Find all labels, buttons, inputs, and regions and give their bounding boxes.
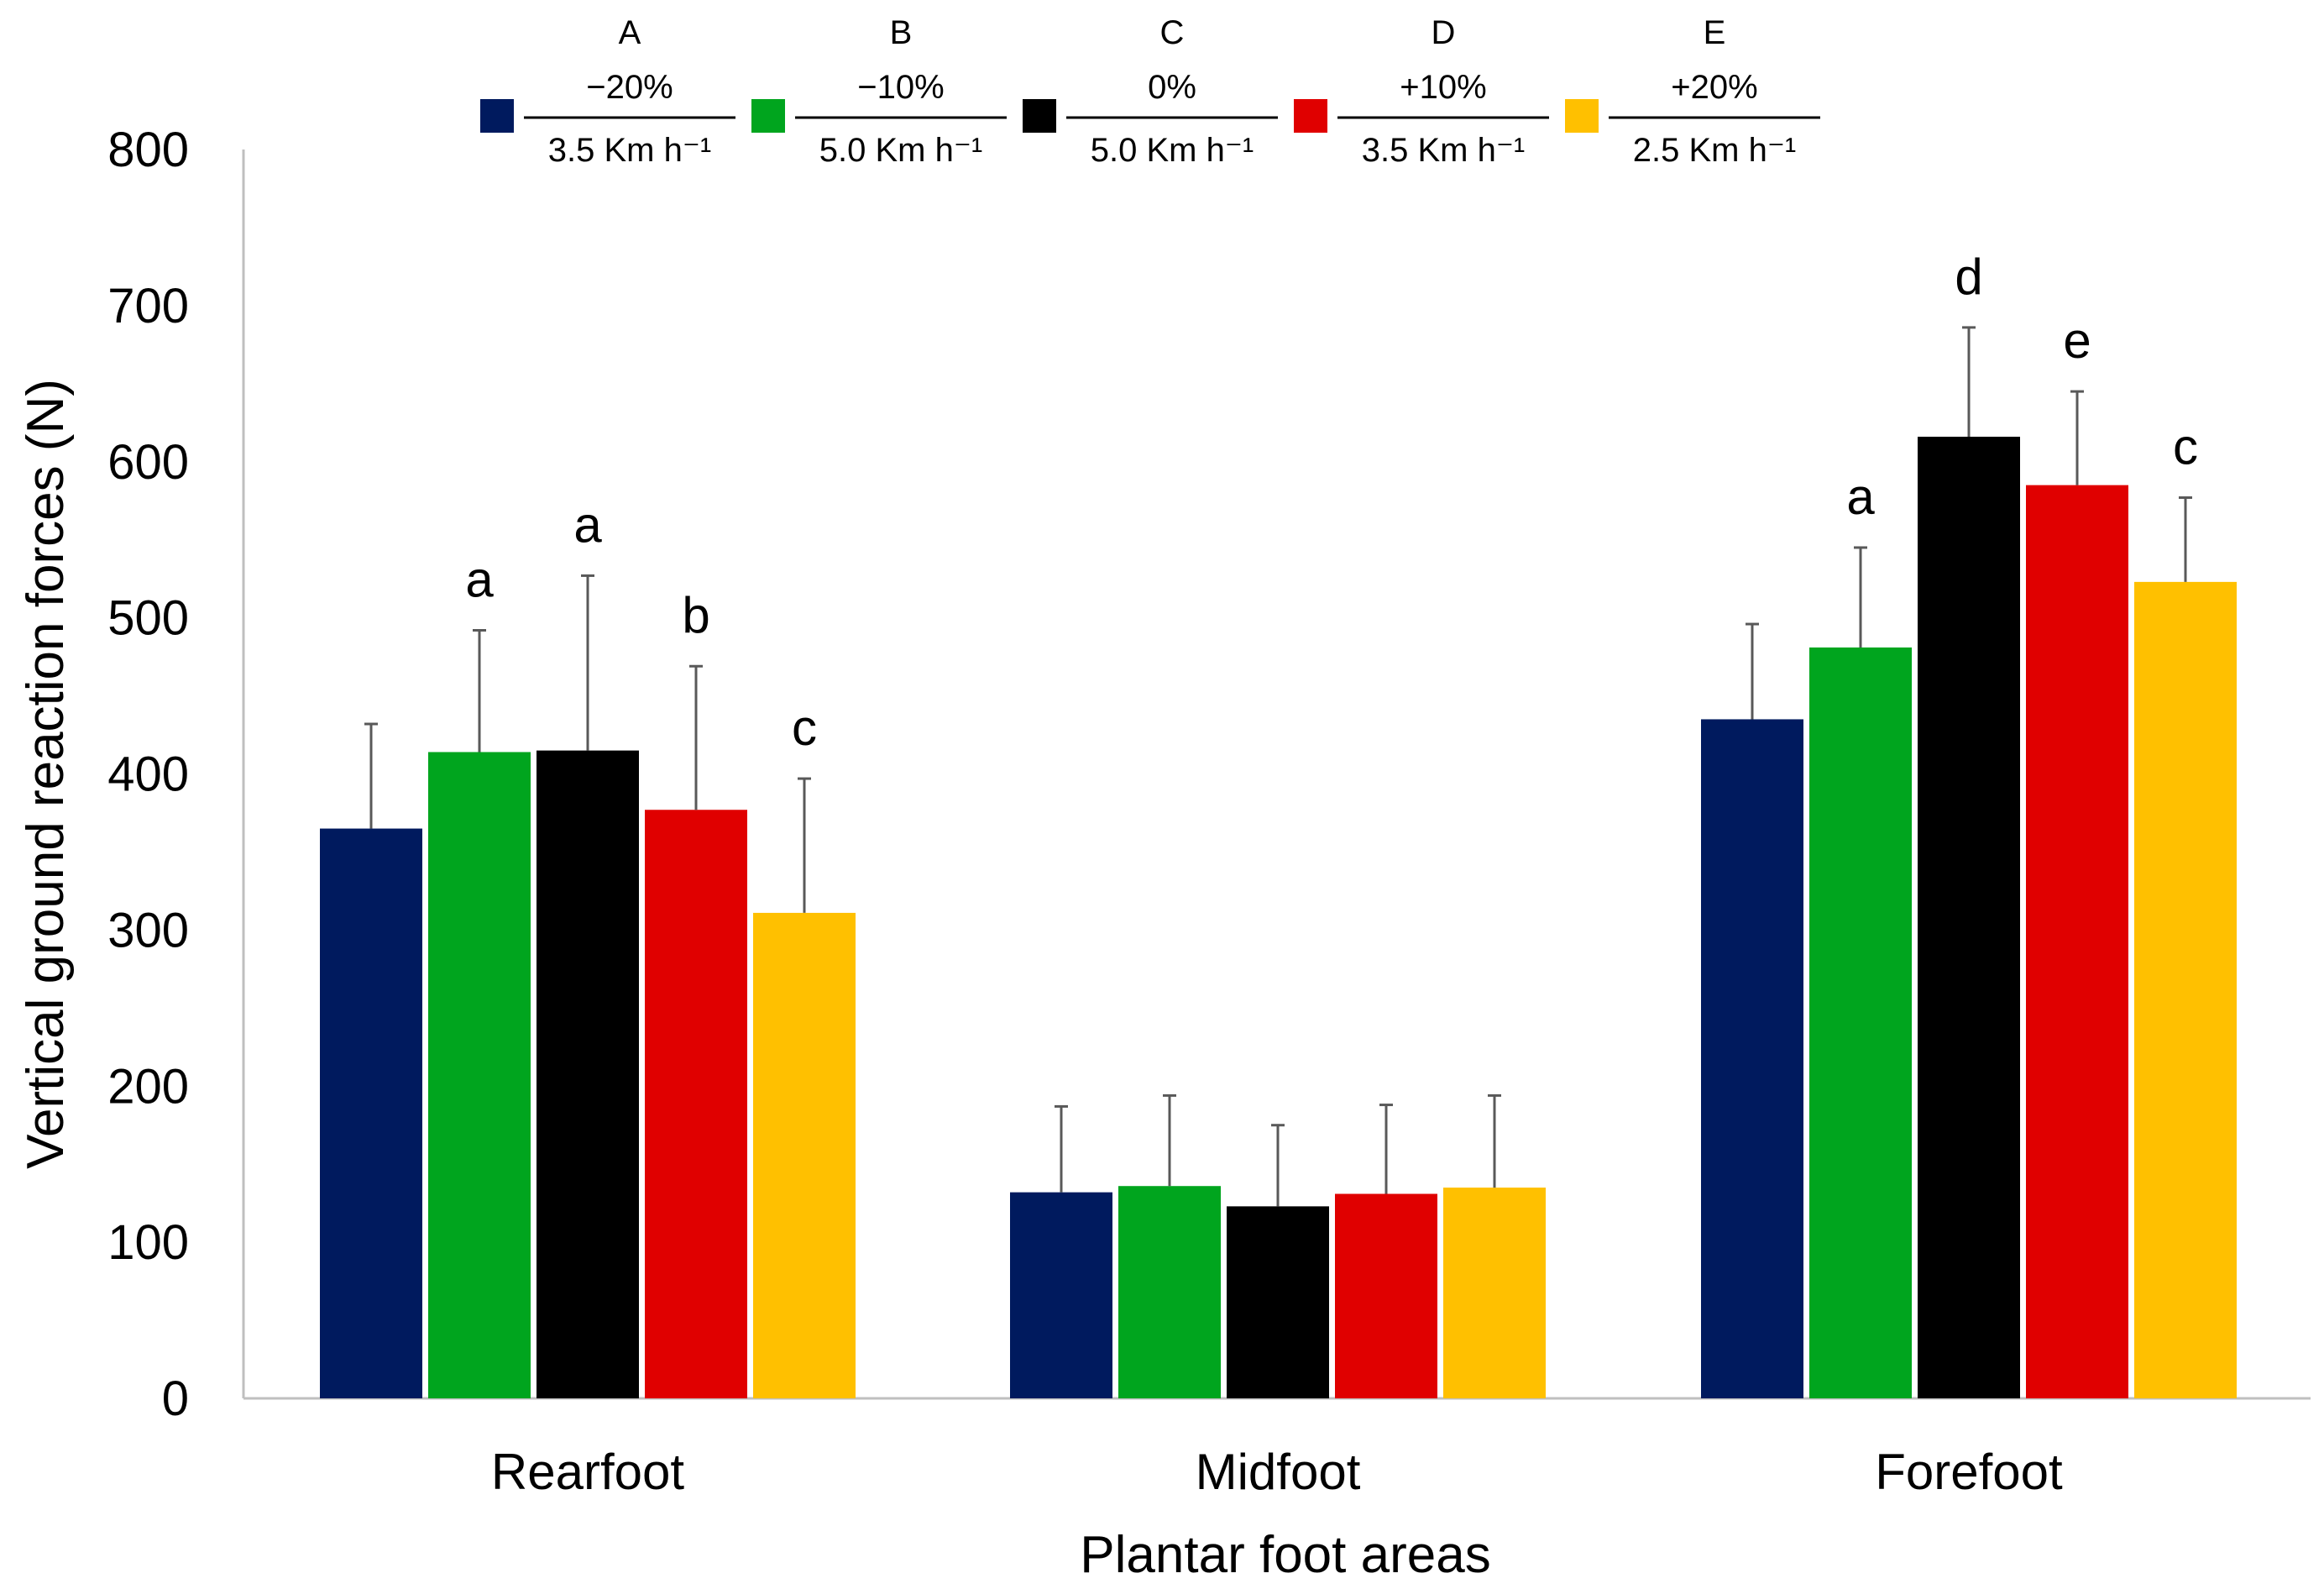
legend-entry-d: D +10% 3.5 Km h⁻¹ (1294, 14, 1549, 169)
y-tick-label: 300 (107, 903, 189, 957)
legend-grade: −10% (857, 69, 944, 106)
significance-labels: a a a d b e c c (465, 249, 2198, 756)
bar-e-rearfoot (753, 912, 856, 1398)
legend-swatch (1565, 99, 1599, 133)
legend-grade: +20% (1671, 69, 1757, 106)
bar-b-forefoot (1809, 647, 1912, 1398)
bar-c-rearfoot (537, 750, 639, 1398)
legend-entry-b: B −10% 5.0 Km h⁻¹ (751, 14, 1007, 169)
legend-speed: 3.5 Km h⁻¹ (548, 132, 712, 169)
bar-b-rearfoot (428, 752, 531, 1398)
y-tick-label: 200 (107, 1059, 189, 1114)
y-axis: 0 100 200 300 400 500 600 700 800 (107, 123, 245, 1426)
bar-a-forefoot (1701, 719, 1803, 1398)
x-tick-label: Rearfoot (491, 1444, 684, 1500)
legend-entry-a: A −20% 3.5 Km h⁻¹ (480, 14, 735, 169)
bar-d-midfoot (1335, 1193, 1437, 1398)
legend-speed: 3.5 Km h⁻¹ (1362, 132, 1526, 169)
bar-e-midfoot (1443, 1188, 1546, 1398)
legend-letter: E (1704, 14, 1726, 51)
legend-grade: +10% (1400, 69, 1486, 106)
y-tick-label: 800 (107, 123, 189, 177)
x-axis-title: Plantar foot areas (1080, 1526, 1490, 1584)
bars (320, 437, 2237, 1398)
bar-a-midfoot (1010, 1192, 1112, 1398)
x-axis: Rearfoot Midfoot Forefoot (243, 1397, 2311, 1500)
significance-label: b (682, 587, 709, 643)
legend: A −20% 3.5 Km h⁻¹ B −10% 5.0 Km h⁻¹ C 0% 5.0 Km … (480, 14, 1820, 169)
significance-label: a (1846, 469, 1875, 525)
significance-label: d (1955, 249, 1982, 305)
legend-speed: 2.5 Km h⁻¹ (1633, 132, 1797, 169)
legend-grade: −20% (586, 69, 673, 106)
legend-swatch (1023, 99, 1056, 133)
bar-d-rearfoot (645, 810, 747, 1398)
x-tick-label: Midfoot (1196, 1444, 1361, 1500)
legend-grade: 0% (1148, 69, 1196, 106)
legend-swatch (1294, 99, 1327, 133)
significance-label: c (792, 700, 817, 756)
significance-label: e (2063, 312, 2091, 369)
y-tick-label: 0 (162, 1371, 189, 1426)
bar-c-midfoot (1227, 1206, 1329, 1398)
bar-a-rearfoot (320, 828, 422, 1398)
y-tick-label: 100 (107, 1215, 189, 1270)
y-tick-label: 700 (107, 279, 189, 333)
legend-letter: C (1160, 14, 1185, 51)
legend-swatch (480, 99, 514, 133)
significance-label: a (573, 496, 602, 553)
legend-letter: B (890, 14, 913, 51)
bar-c-forefoot (1918, 437, 2020, 1398)
legend-swatch (751, 99, 785, 133)
legend-letter: D (1432, 14, 1456, 51)
legend-speed: 5.0 Km h⁻¹ (819, 132, 983, 169)
bar-e-forefoot (2134, 581, 2237, 1398)
bar-d-forefoot (2026, 485, 2128, 1398)
y-tick-label: 600 (107, 435, 189, 490)
legend-letter: A (619, 14, 641, 51)
y-tick-label: 500 (107, 591, 189, 646)
y-tick-label: 400 (107, 747, 189, 802)
significance-label: a (465, 551, 494, 607)
x-tick-label: Forefoot (1875, 1444, 2063, 1500)
legend-entry-e: E +20% 2.5 Km h⁻¹ (1565, 14, 1820, 169)
bar-b-midfoot (1118, 1186, 1221, 1398)
error-bars (364, 326, 2192, 1207)
y-axis-title: Vertical ground reaction forces (N) (17, 379, 75, 1169)
legend-speed: 5.0 Km h⁻¹ (1091, 132, 1254, 169)
legend-entry-c: C 0% 5.0 Km h⁻¹ (1023, 14, 1278, 169)
significance-label: c (2173, 419, 2198, 475)
